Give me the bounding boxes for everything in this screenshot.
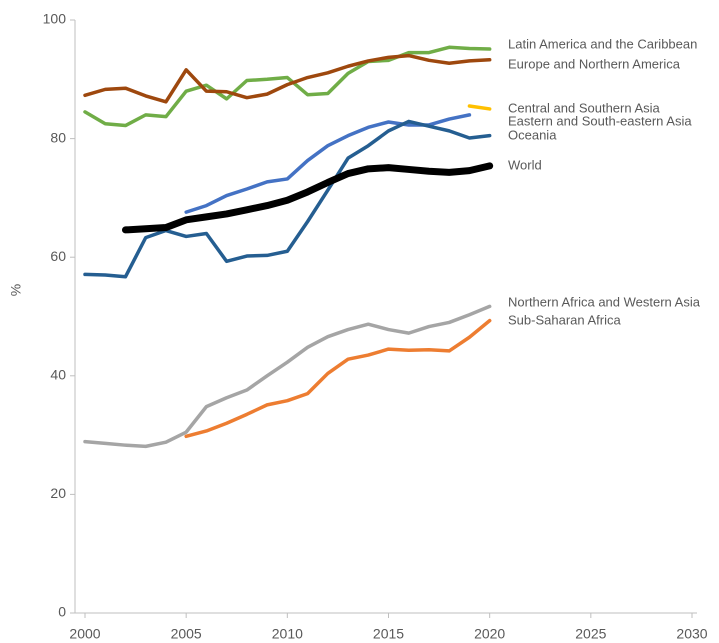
x-tick-label: 2020: [474, 626, 505, 642]
series-label: Latin America and the Caribbean: [508, 36, 697, 51]
series-line: [467, 104, 492, 111]
series-line: [83, 119, 492, 279]
x-tick-label: 2030: [676, 626, 707, 642]
y-axis-label: %: [8, 284, 24, 296]
x-tick-label: 2025: [575, 626, 606, 642]
series-label: Northern Africa and Western Asia: [508, 294, 701, 309]
x-tick-label: 2000: [69, 626, 100, 642]
series-label: Europe and Northern America: [508, 56, 681, 71]
series-line: [83, 45, 492, 128]
series-label: Oceania: [508, 127, 557, 142]
series-line: [184, 113, 472, 214]
series-line: [83, 304, 492, 449]
y-tick-label: 100: [43, 11, 67, 27]
y-tick-label: 0: [58, 604, 66, 620]
series-label: Central and Southern Asia: [508, 100, 661, 115]
series-label: World: [508, 157, 542, 172]
series-label: Sub-Saharan Africa: [508, 312, 622, 327]
y-tick-label: 60: [50, 248, 66, 264]
y-tick-label: 40: [50, 367, 66, 383]
x-tick-label: 2015: [373, 626, 404, 642]
y-tick-label: 80: [50, 129, 66, 145]
series-line: [121, 162, 494, 234]
y-tick-label: 20: [50, 485, 66, 501]
x-tick-label: 2005: [171, 626, 202, 642]
series-line: [83, 53, 492, 104]
series-line: [184, 318, 492, 439]
x-tick-label: 2010: [272, 626, 303, 642]
series-label: Eastern and South-eastern Asia: [508, 113, 692, 128]
